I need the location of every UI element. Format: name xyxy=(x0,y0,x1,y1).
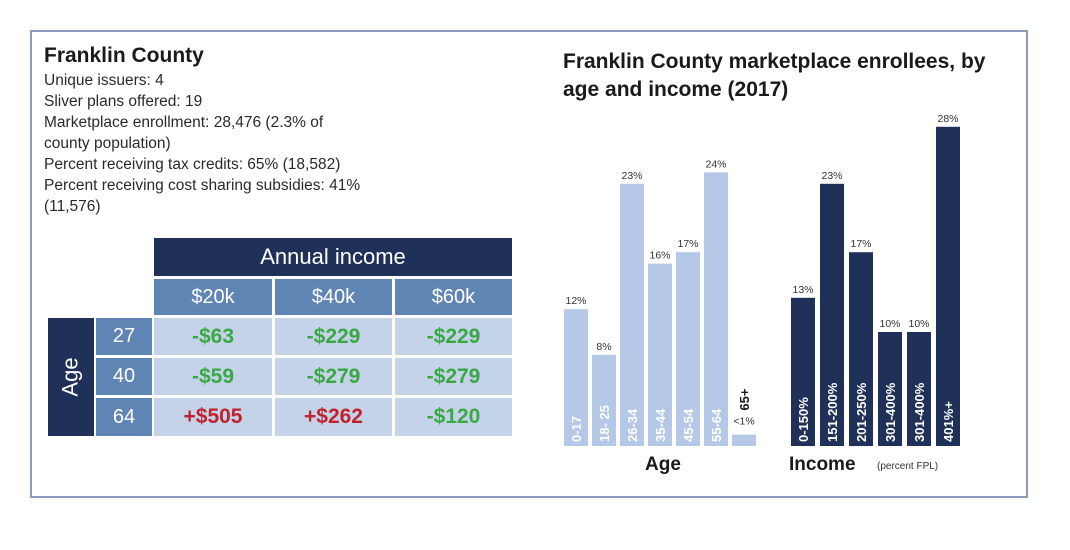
info-line-enrollment-cont: county population) xyxy=(44,135,171,152)
age-value-40: 40 xyxy=(96,358,152,395)
county-info-panel: Franklin County Unique issuers: 4 Sliver… xyxy=(44,44,424,217)
category-tick-label: 0-17 xyxy=(569,416,584,442)
info-line-plans: Sliver plans offered: 19 xyxy=(44,93,203,110)
table-cell: -$279 xyxy=(395,358,512,395)
bar xyxy=(878,332,902,446)
bar-value-label: 16% xyxy=(649,250,670,262)
category-tick-label: 26-34 xyxy=(625,408,640,442)
bar-value-label: 23% xyxy=(821,170,842,182)
bar xyxy=(791,297,815,446)
age-axis-label: Age xyxy=(645,454,681,475)
column-header-60k: $60k xyxy=(395,279,512,315)
bar xyxy=(648,263,672,446)
chart-title: Franklin County marketplace enrollees, b… xyxy=(563,50,986,101)
column-header-40k: $40k xyxy=(275,279,392,315)
table-cell: -$229 xyxy=(275,318,392,355)
info-line-cost-sharing: Percent receiving cost sharing subsidies… xyxy=(44,177,361,194)
table-cell: -$120 xyxy=(395,398,512,436)
info-line-tax-credits: Percent receiving tax credits: 65% (18,5… xyxy=(44,156,341,173)
bar xyxy=(704,172,728,446)
category-tick-label: 301-400% xyxy=(883,382,898,442)
table-cell: -$279 xyxy=(275,358,392,395)
bar xyxy=(564,309,588,446)
table-cell: +$505 xyxy=(154,398,272,436)
info-line-enrollment: Marketplace enrollment: 28,476 (2.3% of xyxy=(44,114,324,131)
bar-value-label: 8% xyxy=(596,341,611,353)
category-tick-label: 35-44 xyxy=(653,408,668,442)
bar xyxy=(907,332,931,446)
category-tick-label: 55-64 xyxy=(709,408,724,442)
bar xyxy=(732,434,756,446)
category-tick-label: 45-54 xyxy=(681,408,696,442)
bar-value-label: 10% xyxy=(879,318,900,330)
column-header-20k: $20k xyxy=(154,279,272,315)
table-cell: -$63 xyxy=(154,318,272,355)
bar-value-label: 12% xyxy=(565,295,586,307)
bar xyxy=(592,354,616,446)
category-tick-label: 18- 25 xyxy=(597,405,612,442)
bar xyxy=(849,252,873,446)
age-row-header: Age xyxy=(48,318,94,436)
bar-value-label: 24% xyxy=(705,158,726,170)
county-title: Franklin County xyxy=(44,44,204,67)
bar xyxy=(936,126,960,447)
bar-value-label: 10% xyxy=(908,318,929,330)
annual-income-header: Annual income xyxy=(154,238,512,276)
table-cell: -$59 xyxy=(154,358,272,395)
income-axis-label: Income xyxy=(789,454,856,475)
bar-value-label: <1% xyxy=(733,416,754,428)
infographic-frame xyxy=(30,30,1028,498)
bar xyxy=(620,183,644,447)
age-value-27: 27 xyxy=(96,318,152,355)
bar xyxy=(820,183,844,447)
table-cell: +$262 xyxy=(275,398,392,436)
income-axis-note: (percent FPL) xyxy=(877,461,938,472)
bar-value-label: 17% xyxy=(850,238,871,250)
bar-value-label: 13% xyxy=(792,284,813,296)
age-value-64: 64 xyxy=(96,398,152,436)
category-tick-label: 0-150% xyxy=(796,397,811,442)
bar-value-label: 17% xyxy=(677,238,698,250)
category-tick-label: 401%+ xyxy=(941,401,956,442)
bar-value-label: 28% xyxy=(937,113,958,125)
table-cell: -$229 xyxy=(395,318,512,355)
info-line-cost-sharing-cont: (11,576) xyxy=(44,198,101,215)
bar xyxy=(676,252,700,446)
category-tick-label: 201-250% xyxy=(854,382,869,442)
category-tick-label: 151-200% xyxy=(825,382,840,442)
bar-value-label: 23% xyxy=(621,170,642,182)
category-tick-label: 65+ xyxy=(737,388,752,410)
category-tick-label: 301-400% xyxy=(912,382,927,442)
info-line-issuers: Unique issuers: 4 xyxy=(44,72,164,89)
